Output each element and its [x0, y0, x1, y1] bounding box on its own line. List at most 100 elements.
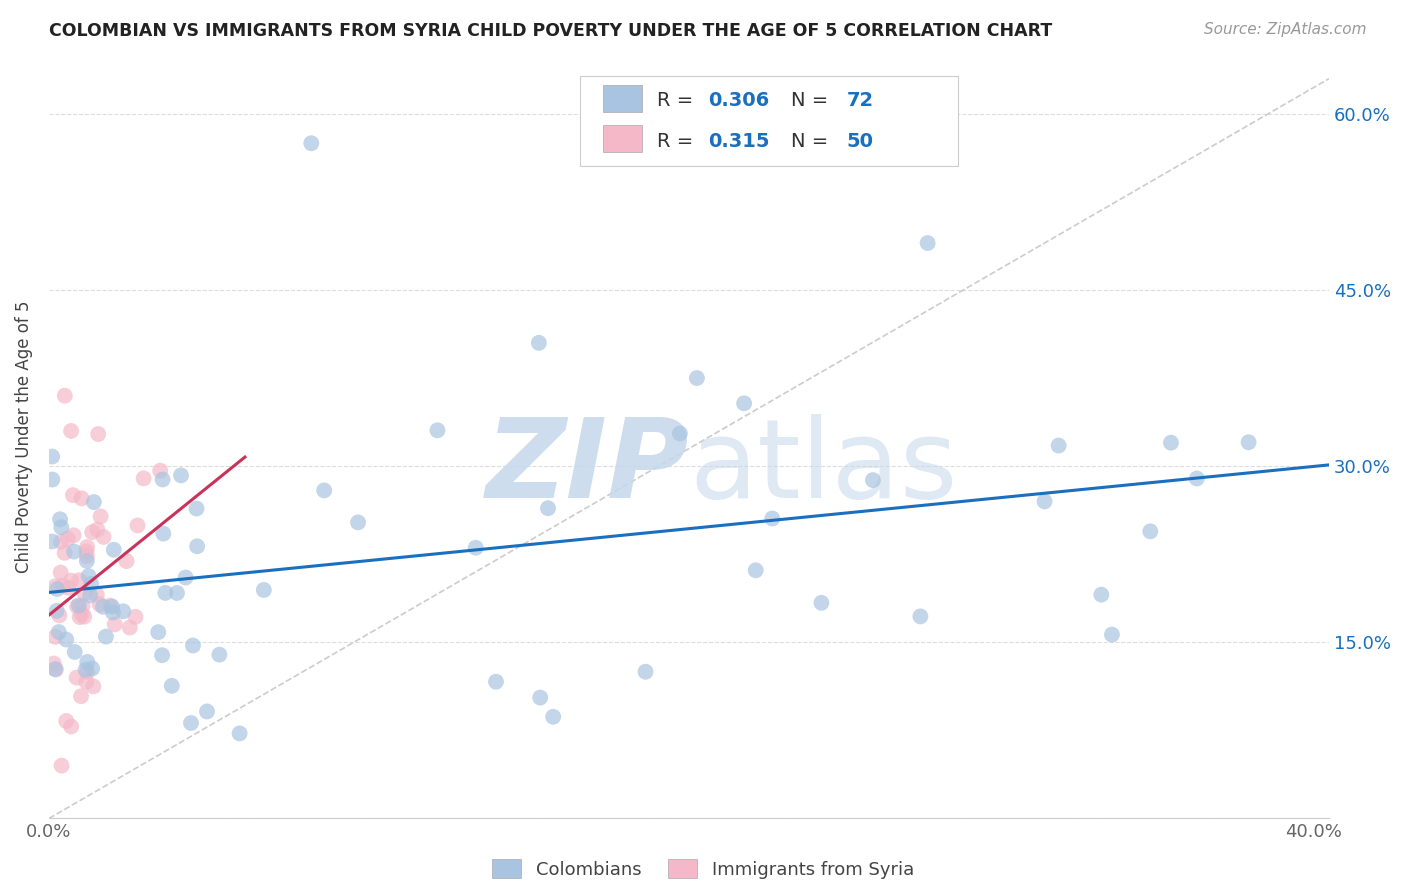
Point [69, 610, 91, 624]
Point [67, 573, 90, 587]
Point [76, 549, 98, 563]
FancyBboxPatch shape [581, 76, 957, 166]
Point [44, 662, 66, 676]
Text: atlas: atlas [689, 414, 957, 521]
Point [51, 520, 73, 534]
Point [44, 630, 66, 644]
Point [149, 464, 172, 478]
Bar [603, 85, 641, 112]
Point [41, 534, 63, 549]
Point [174, 570, 197, 584]
Point [347, 516, 370, 530]
Point [132, 471, 155, 485]
Point [42, 657, 65, 671]
Point [76, 540, 98, 554]
Point [75, 663, 97, 677]
Point [41, 450, 63, 464]
Point [67, 599, 90, 613]
Point [1185, 471, 1208, 485]
Point [60, 719, 83, 733]
Point [1160, 435, 1182, 450]
Point [186, 501, 208, 516]
Point [485, 674, 508, 689]
Point [41, 473, 63, 487]
Point [101, 599, 124, 614]
Point [90, 509, 112, 524]
Point [75, 674, 97, 689]
Point [86, 588, 108, 602]
Text: 0.315: 0.315 [709, 132, 769, 152]
Point [733, 396, 755, 410]
Point [810, 596, 832, 610]
Point [70, 491, 93, 506]
Point [537, 501, 560, 516]
Point [166, 586, 188, 600]
Text: R =: R = [657, 132, 706, 152]
Point [73, 586, 96, 600]
Point [91, 599, 114, 614]
Point [862, 473, 884, 487]
Point [101, 606, 124, 620]
Point [49, 512, 72, 526]
Text: N =: N = [792, 132, 835, 152]
Point [75, 544, 97, 558]
Point [1139, 524, 1161, 539]
Bar [603, 125, 641, 153]
Point [186, 539, 208, 553]
Point [1047, 439, 1070, 453]
Point [127, 518, 149, 533]
Text: R =: R = [657, 91, 700, 110]
Point [86, 523, 108, 537]
Point [464, 541, 486, 555]
Point [669, 426, 692, 441]
Point [56, 532, 79, 546]
Point [52, 579, 75, 593]
Point [53, 546, 76, 560]
Point [70, 607, 93, 622]
Point [66, 599, 89, 614]
Point [70, 689, 93, 703]
Point [634, 665, 657, 679]
Text: Source: ZipAtlas.com: Source: ZipAtlas.com [1204, 22, 1367, 37]
Point [48, 608, 70, 623]
Point [45, 663, 67, 677]
Point [744, 563, 766, 577]
Text: COLOMBIAN VS IMMIGRANTS FROM SYRIA CHILD POVERTY UNDER THE AGE OF 5 CORRELATION : COLOMBIAN VS IMMIGRANTS FROM SYRIA CHILD… [49, 22, 1053, 40]
Point [1237, 435, 1260, 450]
Point [46, 582, 69, 596]
Point [910, 609, 932, 624]
Point [49, 534, 72, 549]
Point [53, 389, 76, 403]
Point [62, 488, 84, 502]
Point [94, 630, 117, 644]
Point [541, 710, 564, 724]
Point [527, 335, 550, 350]
Point [299, 136, 322, 151]
Point [76, 655, 98, 669]
Point [82, 661, 104, 675]
Point [148, 625, 170, 640]
Point [104, 617, 127, 632]
Point [82, 525, 104, 540]
Point [160, 679, 183, 693]
Point [253, 582, 276, 597]
Point [426, 423, 449, 437]
Point [1033, 494, 1056, 508]
Point [228, 726, 250, 740]
Point [77, 569, 100, 583]
Point [98, 599, 121, 613]
Legend: Colombians, Immigrants from Syria: Colombians, Immigrants from Syria [492, 859, 914, 879]
Point [73, 609, 96, 624]
Text: N =: N = [792, 91, 835, 110]
Point [180, 716, 202, 731]
Point [93, 530, 115, 544]
Point [65, 671, 87, 685]
Point [103, 542, 125, 557]
Point [761, 511, 783, 525]
Point [80, 577, 103, 591]
Point [60, 424, 83, 438]
Point [1101, 627, 1123, 641]
Point [1090, 588, 1112, 602]
Point [83, 495, 105, 509]
Y-axis label: Child Poverty Under the Age of 5: Child Poverty Under the Age of 5 [15, 301, 32, 573]
